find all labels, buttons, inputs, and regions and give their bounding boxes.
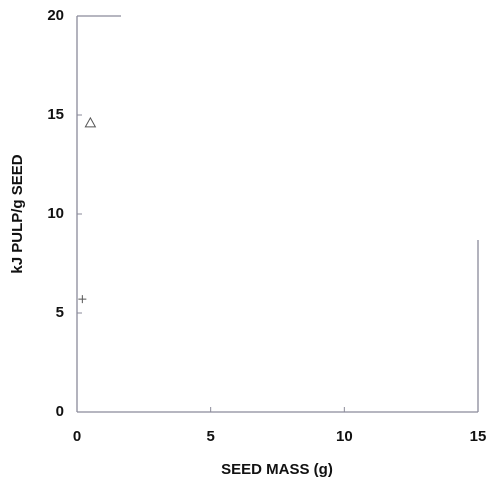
point: [84, 116, 97, 128]
point: [78, 295, 87, 304]
x-tick-label: 0: [73, 428, 81, 445]
y-tick-label: 20: [47, 7, 64, 24]
y-tick-label: 5: [56, 304, 64, 321]
y-tick-label: 0: [56, 403, 64, 420]
y-tick-label: 10: [47, 205, 64, 222]
x-tick-label: 15: [470, 428, 487, 445]
y-axis-title: kJ PULP/g SEED: [9, 154, 26, 273]
x-tick-label: 5: [206, 428, 214, 445]
y-tick-label: 15: [47, 106, 64, 123]
x-axis-title: SEED MASS (g): [221, 461, 333, 478]
x-tick-label: 10: [336, 428, 353, 445]
